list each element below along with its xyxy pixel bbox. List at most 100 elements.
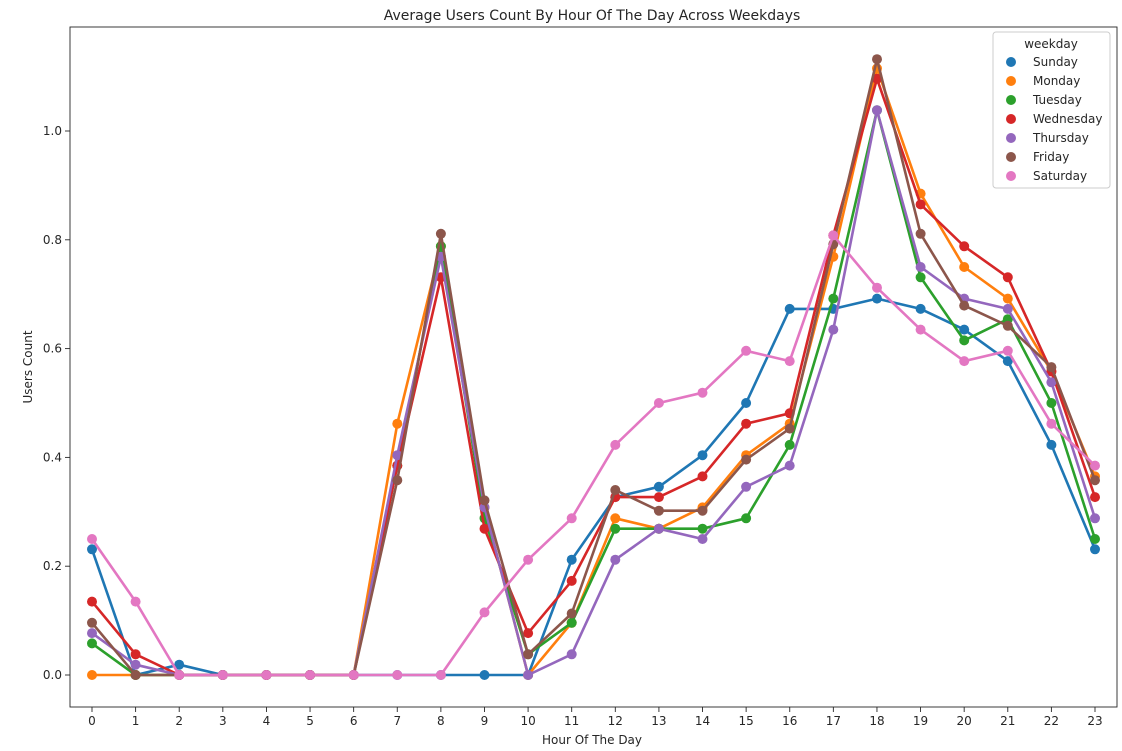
legend-marker [1006, 57, 1016, 67]
legend-marker [1006, 152, 1016, 162]
legend-marker [1006, 171, 1016, 181]
x-tick-label: 5 [306, 714, 314, 728]
data-point [872, 73, 882, 84]
series-wednesday [87, 73, 1100, 680]
x-tick-label: 22 [1044, 714, 1059, 728]
data-point [872, 293, 882, 304]
data-point [479, 523, 490, 534]
series-sunday [87, 293, 1100, 680]
data-point [784, 303, 795, 314]
legend-label: Wednesday [1033, 112, 1102, 126]
data-point [610, 554, 621, 565]
data-point [87, 638, 97, 649]
data-point [697, 387, 708, 398]
data-point [523, 670, 534, 680]
data-point [653, 398, 664, 408]
data-point [741, 454, 752, 465]
legend: weekday Sunday Monday Tuesday Wednesday Thur… [992, 31, 1111, 189]
data-point [1046, 418, 1057, 429]
data-point [479, 670, 490, 680]
data-point [87, 534, 97, 544]
data-point [915, 262, 926, 272]
data-point [392, 670, 403, 680]
legend-marker [1006, 114, 1016, 124]
data-point [741, 481, 752, 492]
data-point [872, 282, 882, 293]
data-point [741, 513, 752, 524]
x-axis-label: Hour Of The Day [542, 733, 642, 747]
data-point [87, 628, 97, 639]
legend-item: Thursday [1006, 131, 1089, 145]
legend-item: Wednesday [1006, 112, 1102, 126]
data-point [610, 485, 621, 495]
data-point [959, 300, 970, 311]
legend-box [992, 31, 1111, 189]
data-point [697, 534, 708, 544]
data-point [872, 54, 882, 65]
data-point [392, 418, 403, 429]
x-tick-label: 7 [393, 714, 401, 728]
data-point [566, 649, 577, 660]
data-point [784, 460, 795, 471]
x-tick-label: 4 [263, 714, 271, 728]
data-point [1090, 513, 1100, 524]
x-tick-label: 23 [1087, 714, 1102, 728]
data-point [915, 272, 926, 283]
series-line [91, 109, 1097, 677]
series-monday [87, 63, 1100, 680]
data-point [566, 608, 577, 619]
x-tick-label: 3 [219, 714, 227, 728]
data-point [566, 513, 577, 524]
data-point [1002, 293, 1013, 304]
data-point [915, 324, 926, 335]
series-tuesday [87, 105, 1100, 680]
data-point [305, 670, 315, 680]
data-point [1090, 460, 1100, 471]
y-tick-label: 0.2 [43, 559, 62, 573]
data-point [959, 356, 970, 367]
x-tick-label: 6 [350, 714, 358, 728]
data-point [87, 670, 97, 680]
legend-item: Monday [1006, 74, 1080, 88]
series-line [91, 109, 1097, 677]
data-point [610, 523, 621, 534]
data-point [1046, 362, 1057, 373]
legend-items: Sunday Monday Tuesday Wednesday Thursday Frid… [1006, 55, 1102, 183]
data-point [653, 481, 664, 492]
series-thursday [87, 105, 1100, 680]
data-point [653, 523, 664, 534]
x-tick-label: 0 [88, 714, 96, 728]
data-point [87, 617, 97, 628]
series-friday [87, 54, 1100, 680]
data-point [1002, 303, 1013, 314]
x-tick-label: 16 [782, 714, 797, 728]
data-point [1002, 320, 1013, 331]
legend-item: Tuesday [1006, 93, 1082, 107]
data-point [915, 228, 926, 239]
data-point [741, 398, 752, 408]
data-point [435, 670, 446, 680]
data-point [1002, 356, 1013, 367]
data-point [348, 670, 359, 680]
data-point [174, 659, 185, 670]
data-point [523, 554, 534, 565]
legend-label: Thursday [1032, 131, 1089, 145]
legend-marker [1006, 95, 1016, 105]
data-point [828, 293, 839, 304]
legend-label: Sunday [1033, 55, 1078, 69]
x-tick-label: 12 [608, 714, 623, 728]
legend-marker [1006, 76, 1016, 86]
data-point [261, 670, 272, 680]
y-tick-label: 0.8 [43, 233, 62, 247]
data-point [435, 228, 446, 239]
data-point [784, 356, 795, 367]
y-axis: 0.0 0.2 0.4 0.6 0.8 1.0 [43, 124, 70, 682]
y-tick-label: 0.4 [43, 450, 62, 464]
data-point [130, 649, 141, 660]
data-point [959, 324, 970, 335]
chart-title: Average Users Count By Hour Of The Day A… [384, 8, 801, 24]
data-point [392, 450, 403, 461]
x-tick-label: 11 [564, 714, 579, 728]
